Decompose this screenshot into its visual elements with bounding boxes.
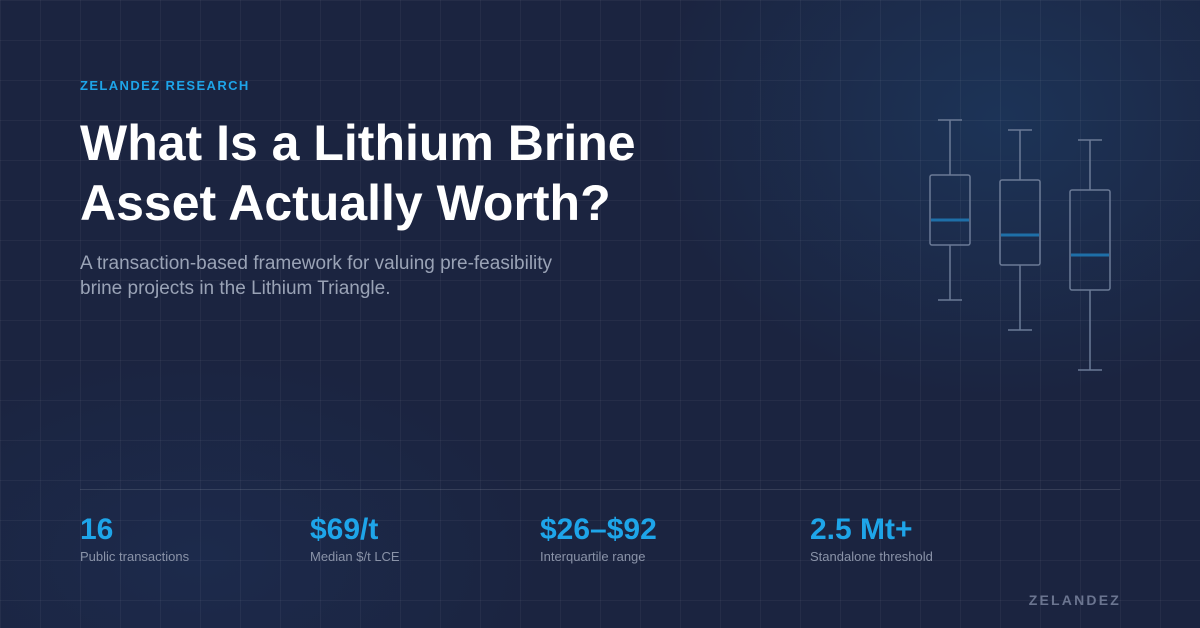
divider (80, 489, 1120, 490)
stat-value: $26–$92 (540, 513, 657, 546)
stat: 16 Public transactions (80, 512, 189, 564)
stat: $69/t Median $/t LCE (310, 512, 400, 564)
stat: $26–$92 Interquartile range (540, 512, 657, 564)
stat-label: Standalone threshold (810, 549, 933, 564)
subtitle: A transaction-based framework for valuin… (80, 253, 553, 299)
stat-value: $69/t (310, 513, 379, 546)
brand: ZELANDEZ (1028, 592, 1121, 608)
stat: 2.5 Mt+ Standalone threshold (810, 512, 933, 564)
eyebrow: ZELANDEZ RESEARCH (80, 78, 250, 93)
stat-label: Public transactions (80, 549, 190, 564)
stat-label: Median $/t LCE (310, 549, 400, 564)
stat-value: 2.5 Mt+ (810, 513, 913, 546)
stat-value: 16 (80, 513, 114, 546)
stat-label: Interquartile range (540, 549, 646, 564)
title: What Is a Lithium Brine Asset Actually W… (80, 115, 636, 231)
